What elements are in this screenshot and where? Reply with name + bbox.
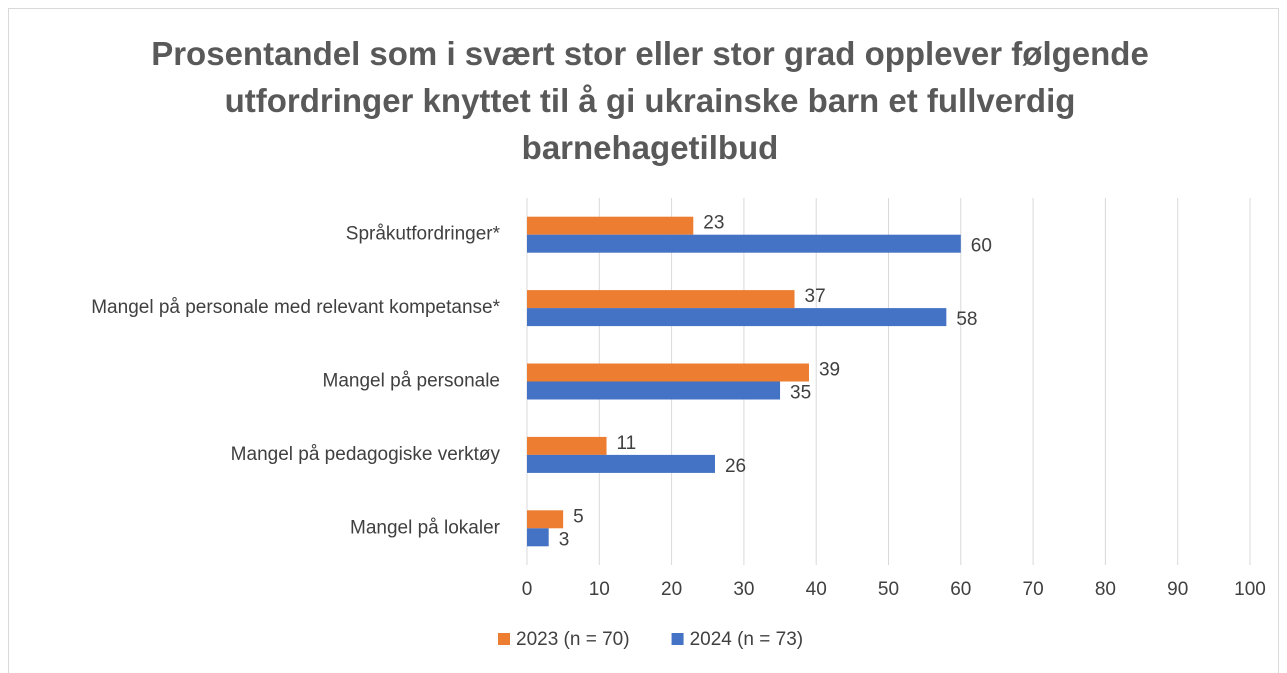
data-label: 37: [805, 286, 826, 307]
x-tick-label: 10: [589, 579, 610, 600]
legend-swatch: [498, 633, 510, 645]
x-tick-label: 0: [522, 579, 533, 600]
data-label: 11: [617, 433, 637, 454]
bar: [527, 234, 961, 253]
data-label: 58: [956, 309, 977, 330]
x-tick-label: 60: [950, 579, 971, 600]
y-tick-label: Mangel på lokaler: [350, 517, 501, 538]
x-tick-label: 40: [806, 579, 827, 600]
data-label: 26: [725, 456, 746, 477]
bar: [527, 510, 564, 529]
chart-border: [8, 8, 1279, 673]
bar: [527, 528, 549, 547]
data-label: 23: [703, 213, 724, 234]
bar: [527, 436, 607, 455]
x-tick-label: 20: [661, 579, 682, 600]
data-label: 35: [790, 383, 811, 404]
bar: [527, 454, 715, 473]
bar: [527, 290, 795, 309]
y-tick-label: Mangel på pedagogiske verktøy: [231, 444, 501, 465]
y-tick-label: Mangel på personale med relevant kompeta…: [91, 297, 500, 318]
bar: [527, 308, 947, 327]
data-label: 60: [971, 236, 992, 257]
chart-title: Prosentandel som i svært stor eller stor…: [151, 35, 1149, 166]
bar: [527, 216, 694, 235]
data-label: 3: [559, 529, 570, 550]
y-tick-label: Mangel på personale: [323, 371, 500, 392]
x-tick-label: 80: [1095, 579, 1116, 600]
data-label: 39: [819, 360, 840, 381]
x-tick-label: 90: [1167, 579, 1188, 600]
bar: [527, 381, 781, 400]
y-tick-label: Språkutfordringer*: [346, 224, 501, 245]
bar: [527, 363, 809, 382]
legend-label: 2023 (n = 70): [516, 629, 630, 650]
x-tick-label: 50: [878, 579, 899, 600]
data-label: 5: [573, 506, 584, 527]
x-tick-label: 100: [1234, 579, 1266, 600]
legend-swatch: [671, 633, 684, 645]
legend-label: 2024 (n = 73): [690, 629, 804, 650]
x-tick-label: 70: [1023, 579, 1044, 600]
x-tick-label: 30: [733, 579, 754, 600]
